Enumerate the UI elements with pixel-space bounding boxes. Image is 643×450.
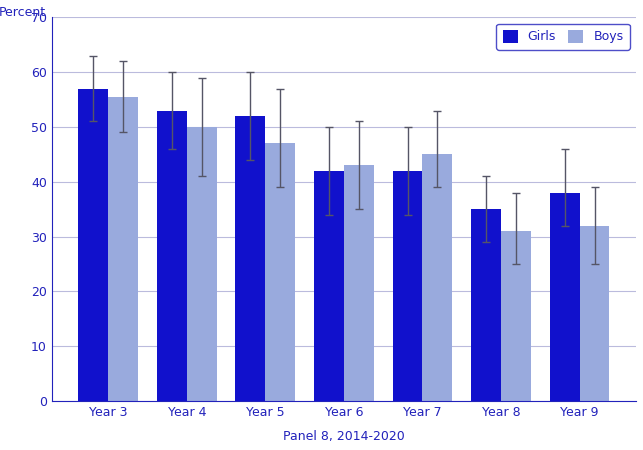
X-axis label: Panel 8, 2014-2020: Panel 8, 2014-2020 — [283, 430, 405, 443]
Bar — [579, 225, 610, 401]
Bar — [550, 193, 579, 401]
Text: Percent: Percent — [0, 6, 46, 19]
Legend: Girls, Boys: Girls, Boys — [496, 23, 629, 50]
Bar — [157, 111, 186, 401]
Bar — [186, 127, 217, 401]
Bar — [235, 116, 266, 401]
Bar — [344, 165, 374, 401]
Bar — [422, 154, 453, 401]
Bar — [393, 171, 422, 401]
Bar — [471, 209, 501, 401]
Bar — [266, 144, 295, 401]
Bar — [501, 231, 531, 401]
Bar — [314, 171, 344, 401]
Bar — [108, 97, 138, 401]
Bar — [78, 89, 108, 401]
